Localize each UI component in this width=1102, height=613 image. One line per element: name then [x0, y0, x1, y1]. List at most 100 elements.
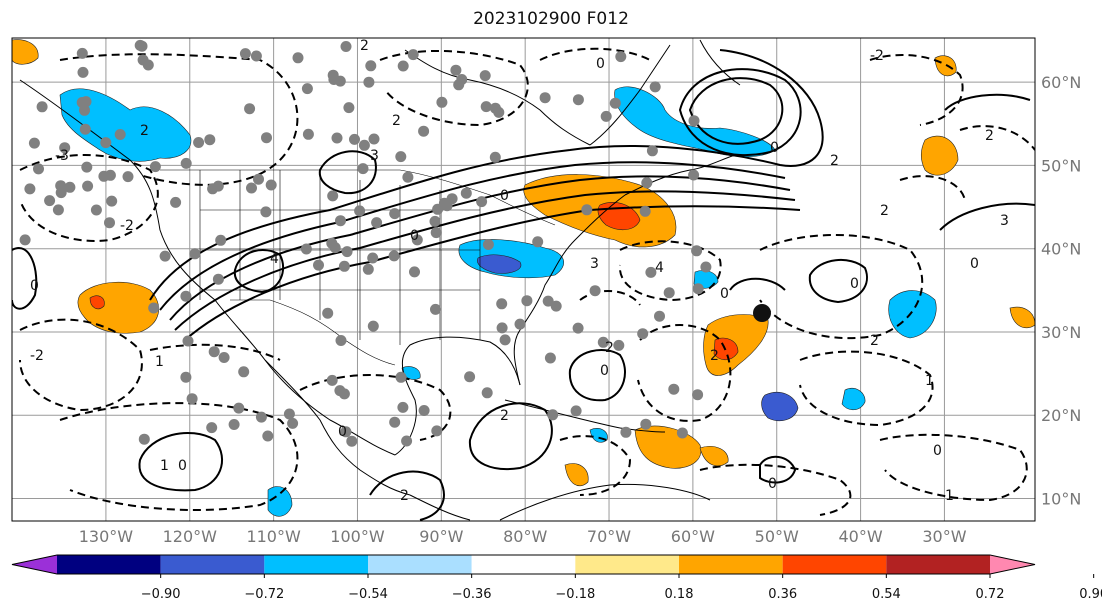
station-dot — [691, 245, 703, 257]
station-dot — [476, 196, 488, 208]
coast-canada-east — [624, 154, 736, 196]
colorbar-tick-label: 0.36 — [768, 587, 797, 602]
contour-label: 0 — [850, 276, 859, 292]
station-dot — [64, 181, 76, 193]
station-dot — [302, 128, 314, 140]
station-dot — [395, 151, 407, 163]
station-dot — [215, 234, 227, 246]
station-dot — [180, 371, 192, 383]
longitude-label: 60°W — [671, 527, 715, 546]
contour-label: 2 — [392, 113, 401, 129]
station-dot — [430, 303, 441, 315]
contour-east-high — [939, 93, 1035, 231]
station-dot — [532, 236, 544, 248]
colorbar-bin — [12, 555, 57, 574]
station-dot — [482, 239, 494, 250]
contour-label: 0 — [768, 476, 777, 492]
longitude-label: 50°W — [755, 527, 799, 546]
contour-label: 0 — [500, 188, 509, 204]
station-dot — [170, 196, 182, 208]
latitude-label: 60°N — [1041, 73, 1081, 92]
station-dot — [637, 328, 649, 340]
station-dot — [550, 300, 562, 312]
station-dot — [19, 234, 31, 246]
contour-label: 0 — [410, 228, 419, 244]
contour-label: 4 — [270, 251, 279, 267]
station-dot — [114, 129, 126, 140]
station-dot — [76, 47, 88, 59]
coast-labrador — [589, 44, 671, 146]
station-dot — [313, 259, 324, 271]
station-dot — [283, 408, 295, 420]
latitude-label: 40°N — [1041, 240, 1081, 259]
station-dot — [668, 383, 680, 395]
station-dot — [186, 393, 198, 405]
station-dot — [613, 339, 625, 351]
dash-19 — [149, 343, 281, 361]
station-dot — [334, 385, 346, 397]
station-dot — [340, 426, 352, 438]
dash-16 — [559, 435, 632, 496]
colorbar-bin — [990, 555, 1035, 574]
station-dot — [401, 435, 413, 447]
station-dot — [246, 182, 257, 194]
station-dot — [402, 171, 414, 183]
colorbar-bin — [368, 555, 472, 574]
station-dot — [346, 435, 358, 447]
contour-label: 0 — [970, 256, 979, 272]
contours-dashed — [19, 47, 1035, 516]
contour-mid-atl — [729, 277, 786, 291]
shade-blue-atl2 — [761, 391, 799, 421]
contour-label: 1 — [925, 373, 934, 389]
station-dot — [615, 51, 627, 63]
longitude-label: 130°W — [79, 527, 134, 546]
station-dot — [287, 417, 299, 429]
border-us-canada — [160, 169, 556, 226]
contour-label: 2 — [400, 488, 409, 504]
station-dot — [521, 295, 533, 307]
station-dot — [206, 422, 218, 434]
station-dot — [100, 137, 112, 149]
station-dot — [389, 208, 401, 220]
contour-west-edge — [12, 247, 38, 310]
station-dot — [367, 320, 379, 332]
shade-blue-atl1 — [888, 290, 937, 339]
contour-label: 3 — [590, 256, 599, 272]
station-dot — [411, 234, 423, 246]
station-dot — [322, 307, 334, 319]
shade-orange-ak — [12, 39, 39, 65]
contour-atl-low — [808, 258, 868, 304]
shade-orange-gulf — [564, 463, 589, 486]
latitude-label: 50°N — [1041, 156, 1081, 175]
station-dot — [159, 250, 171, 262]
station-dot — [338, 260, 350, 272]
station-dot — [98, 170, 110, 182]
station-dot — [542, 295, 554, 307]
station-dot — [663, 287, 675, 299]
contour-label: -2 — [870, 48, 884, 64]
station-dot — [104, 217, 115, 229]
shade-orange-east — [920, 135, 959, 176]
shade-orange-pac — [77, 281, 159, 334]
station-dot — [180, 290, 192, 302]
contour-label: 0 — [30, 278, 39, 294]
station-dot — [429, 215, 441, 227]
station-dot — [77, 66, 89, 78]
dash-8 — [637, 324, 732, 422]
station-dot — [436, 96, 448, 108]
contour-label: -2 — [30, 348, 44, 364]
shade-blue-atl3 — [841, 388, 866, 411]
station-dots — [19, 39, 712, 447]
colorbar-tick-label: 0.90 — [1079, 587, 1102, 602]
map-background — [12, 38, 1035, 521]
station-dot — [700, 261, 712, 273]
contour-high-atl — [688, 77, 784, 145]
station-dot — [570, 405, 582, 417]
station-dot — [212, 180, 224, 192]
colorbar-bin — [264, 555, 368, 574]
station-dot — [253, 173, 264, 185]
chart-title: 2023102900 F012 — [473, 9, 629, 29]
station-dot — [122, 171, 134, 183]
station-dot — [327, 190, 339, 202]
contour-labels: 2 3 4 0 0 0 4 3 2 0 0 2 2 2 0 1 0 1 -2 0… — [30, 38, 1009, 504]
